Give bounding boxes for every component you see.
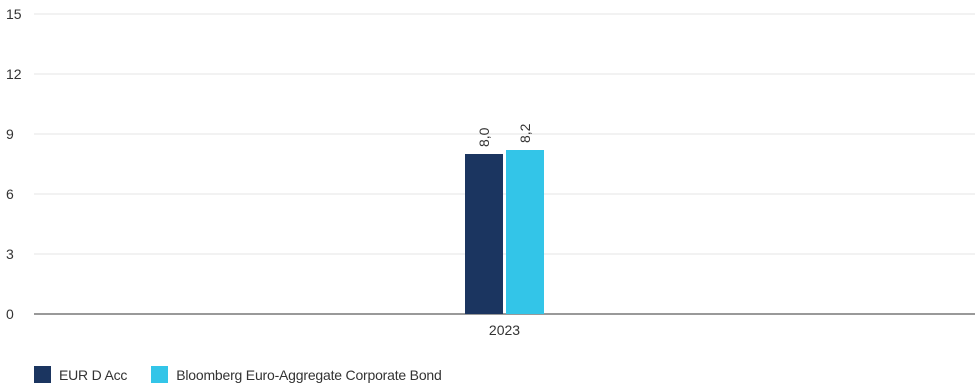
bar-chart: 0 3 6 9 12 15 8,0 8,2 2023 [6, 6, 975, 338]
legend-label-series-2: Bloomberg Euro-Aggregate Corporate Bond [176, 366, 442, 383]
bar [465, 154, 503, 314]
y-tick-label: 12 [6, 66, 22, 82]
legend-item-series-1: EUR D Acc [34, 366, 127, 383]
legend-item-series-2: Bloomberg Euro-Aggregate Corporate Bond [151, 366, 442, 383]
y-tick-label: 0 [6, 306, 14, 322]
legend: EUR D Acc Bloomberg Euro-Aggregate Corpo… [34, 366, 466, 383]
y-tick-label: 6 [6, 186, 14, 202]
y-tick-label: 15 [6, 6, 22, 22]
y-tick-label: 3 [6, 246, 14, 262]
legend-label-series-1: EUR D Acc [59, 366, 128, 383]
y-tick-label: 9 [6, 126, 14, 142]
data-label: 8,0 [476, 127, 492, 147]
x-tick-label: 2023 [489, 322, 520, 338]
legend-swatch-series-2 [151, 366, 169, 383]
bar [506, 150, 544, 314]
data-label: 8,2 [517, 123, 533, 143]
legend-swatch-series-1 [34, 366, 51, 383]
